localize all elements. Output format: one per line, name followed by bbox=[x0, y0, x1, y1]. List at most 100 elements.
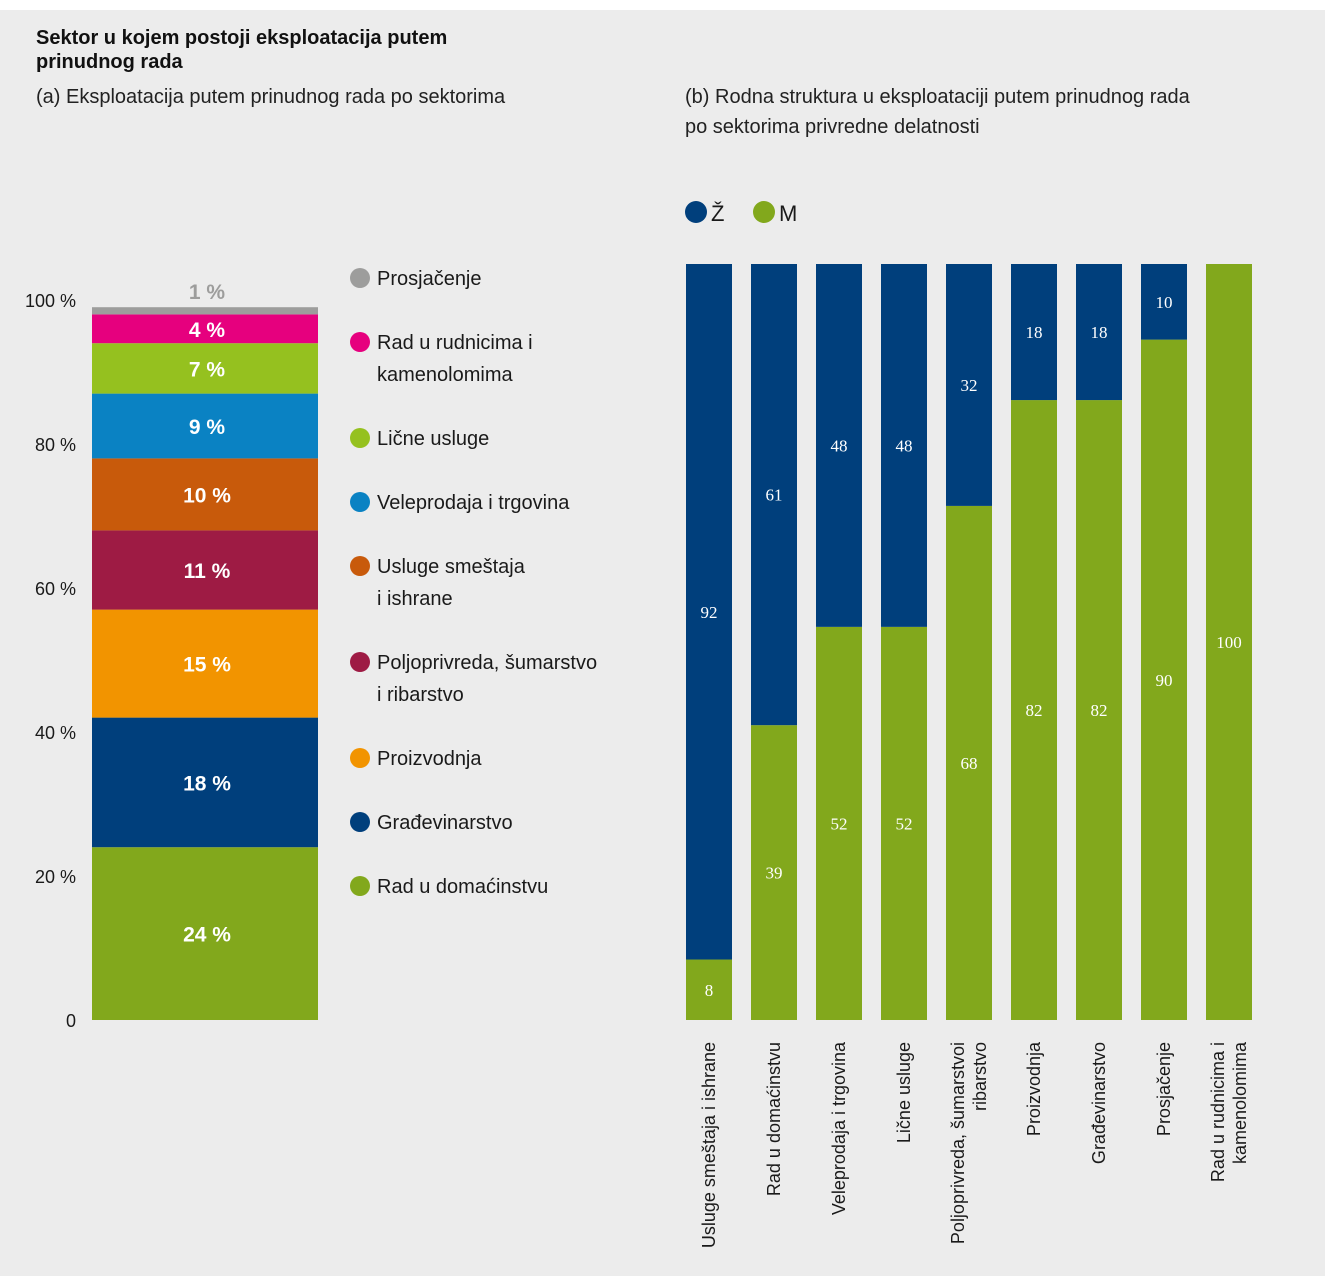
chart-b-bar-f-label: 18 bbox=[1091, 323, 1108, 342]
chart-svg: Sektor u kojem postoji eksploatacija put… bbox=[25, 27, 1252, 1248]
chart-b-bar-f-label: 10 bbox=[1156, 293, 1173, 312]
chart-b-category-label: Proizvodnja bbox=[1024, 1041, 1044, 1136]
chart-b-subtitle-line1: (b) Rodna struktura u eksploataciji pute… bbox=[685, 86, 1191, 108]
chart-b-bar-f-label: 61 bbox=[766, 486, 783, 505]
chart-a-segment-label: 15 % bbox=[183, 654, 231, 677]
chart-title-line2: prinudnog rada bbox=[36, 51, 184, 73]
chart-a-segment-label: 24 % bbox=[183, 924, 231, 947]
chart-b-bar-m bbox=[1206, 264, 1252, 1020]
chart-a-subtitle: (a) Eksploatacija putem prinudnog rada p… bbox=[36, 86, 506, 108]
chart-a-segment-gradjevinarstvo bbox=[92, 717, 318, 848]
chart-a-legend-swatch bbox=[350, 268, 370, 288]
chart-a-segment-usluge-smestaja-i-ishrane bbox=[92, 458, 318, 531]
chart-b-bar-m-label: 39 bbox=[766, 864, 783, 883]
chart-b-category-label: ribarstvo bbox=[970, 1042, 990, 1111]
chart-b-category-label: Usluge smeštaja i ishrane bbox=[699, 1042, 719, 1248]
chart-b-bar-m bbox=[751, 725, 797, 1020]
chart-b-category-label: Rad u rudnicima i bbox=[1208, 1042, 1228, 1182]
chart-a-y-tick-label: 20 % bbox=[35, 867, 76, 887]
chart-a-group: 0 20 % 40 % 60 % 80 % 100 % 24 % 18 % 15 % 11 % 10… bbox=[25, 268, 597, 1031]
chart-a-segment-label: 4 % bbox=[189, 319, 226, 342]
chart-a-legend-label: Proizvodnja bbox=[377, 748, 482, 770]
chart-b-bar-m bbox=[1011, 400, 1057, 1021]
chart-a-legend-label: Lične usluge bbox=[377, 428, 489, 450]
chart-a-legend-label: Rad u rudnicima i bbox=[377, 332, 533, 354]
chart-b-bar-m-label: 82 bbox=[1026, 701, 1043, 720]
chart-a-legend-label: Rad u domaćinstvu bbox=[377, 876, 548, 898]
chart-a-legend-label: i ishrane bbox=[377, 588, 453, 610]
chart-b-category-label: Građevinarstvo bbox=[1089, 1042, 1109, 1164]
chart-a-legend-swatch bbox=[350, 428, 370, 448]
chart-b-bar-f bbox=[686, 264, 732, 960]
chart-b-category-label: kamenolomima bbox=[1230, 1041, 1250, 1164]
chart-b-bar-f-label: 92 bbox=[701, 603, 718, 622]
chart-b-bar-f bbox=[881, 264, 927, 627]
chart-a-segment-label: 1 % bbox=[189, 281, 226, 304]
chart-a-y-tick-label: 0 bbox=[66, 1011, 76, 1031]
chart-a-segment-label: 11 % bbox=[184, 560, 231, 583]
chart-b-bar-m-label: 82 bbox=[1091, 701, 1108, 720]
chart-b-bar-m bbox=[946, 505, 992, 1020]
chart-a-segment-veleprodaja-i-trgovina bbox=[92, 393, 318, 459]
chart-b-legend-label: Ž bbox=[711, 201, 724, 226]
chart-b-bar-m bbox=[816, 626, 862, 1020]
chart-b-bar-f bbox=[1076, 264, 1122, 401]
chart-a-segment-label: 18 % bbox=[183, 772, 231, 795]
chart-a-legend-swatch bbox=[350, 332, 370, 352]
chart-a-legend-label: Prosjačenje bbox=[377, 268, 482, 290]
chart-a-legend-label: Građevinarstvo bbox=[377, 812, 513, 834]
chart-b-bar-f bbox=[1141, 264, 1187, 340]
chart-b-bar-f bbox=[751, 264, 797, 726]
chart-b-bar-m-label: 8 bbox=[705, 981, 714, 1000]
chart-b-bar-f bbox=[946, 264, 992, 506]
chart-b-bar-m bbox=[881, 626, 927, 1020]
chart-b-bar-m-label: 100 bbox=[1216, 633, 1242, 652]
chart-a-legend-label: i ribarstvo bbox=[377, 684, 464, 706]
chart-b-legend-swatch bbox=[753, 201, 775, 223]
chart-b-group: Ž M 8 92 Usluge smeštaja i ishrane 39 61 Rad u … bbox=[685, 201, 1252, 1248]
chart-a-legend-label: Poljoprivreda, šumarstvo bbox=[377, 652, 597, 674]
chart-a-segment-rad-u-domacinstvu bbox=[92, 847, 318, 1020]
chart-a-legend-swatch bbox=[350, 748, 370, 768]
chart-title-line1: Sektor u kojem postoji eksploatacija put… bbox=[36, 27, 447, 49]
chart-b-bar-m bbox=[1141, 339, 1187, 1021]
chart-b-bar-m-label: 68 bbox=[961, 754, 978, 773]
chart-a-legend-swatch bbox=[350, 492, 370, 512]
chart-b-bar-f bbox=[816, 264, 862, 627]
chart-b-bar-f bbox=[1011, 264, 1057, 401]
chart-a-legend-swatch bbox=[350, 876, 370, 896]
chart-a-legend-label: kamenolomima bbox=[377, 364, 513, 386]
chart-b-bar-f-label: 48 bbox=[831, 436, 848, 455]
chart-b-bar-m-label: 52 bbox=[896, 814, 913, 833]
chart-a-segment-label: 10 % bbox=[183, 484, 231, 507]
chart-b-legend-label: M bbox=[779, 201, 797, 226]
chart-a-y-tick-label: 40 % bbox=[35, 723, 76, 743]
chart-b-bar-m bbox=[686, 959, 732, 1020]
chart-a-legend-swatch bbox=[350, 556, 370, 576]
chart-b-bar-m-label: 90 bbox=[1156, 671, 1173, 690]
chart-a-segment-poljoprivreda-sumarstvo-i-ribarstvo bbox=[92, 530, 318, 610]
chart-a-y-tick-label: 80 % bbox=[35, 435, 76, 455]
chart-b-category-label: Veleprodaja i trgovina bbox=[829, 1041, 849, 1215]
chart-b-category-label: Rad u domaćinstvu bbox=[764, 1042, 784, 1196]
chart-b-category-label: Poljoprivreda, šumarstvoi bbox=[948, 1042, 968, 1244]
chart-b-category-label: Lične usluge bbox=[894, 1042, 914, 1143]
chart-b-legend-swatch bbox=[685, 201, 707, 223]
chart-a-y-tick-label: 60 % bbox=[35, 579, 76, 599]
chart-b-bar-f-label: 48 bbox=[896, 436, 913, 455]
chart-a-segment-label: 9 % bbox=[189, 416, 226, 439]
chart-a-legend-swatch bbox=[350, 812, 370, 832]
chart-a-segment-prosjacenje bbox=[92, 307, 318, 315]
chart-b-category-label: Prosjačenje bbox=[1154, 1042, 1174, 1136]
chart-b-bar-f-label: 18 bbox=[1026, 323, 1043, 342]
chart-a-legend-label: Usluge smeštaja bbox=[377, 556, 526, 578]
chart-a-y-tick-label: 100 % bbox=[25, 291, 76, 311]
chart-b-bar-m bbox=[1076, 400, 1122, 1021]
chart-b-subtitle-line2: po sektorima privredne delatnosti bbox=[685, 116, 980, 138]
chart-a-segment-rad-u-rudnicima-i-kamenolomima bbox=[92, 314, 318, 344]
chart-canvas: Sektor u kojem postoji eksploatacija put… bbox=[0, 10, 1325, 1276]
chart-a-legend-label: Veleprodaja i trgovina bbox=[377, 492, 570, 514]
chart-b-bar-f-label: 32 bbox=[961, 376, 978, 395]
chart-a-segment-licne-usluge bbox=[92, 343, 318, 394]
chart-b-bar-m-label: 52 bbox=[831, 814, 848, 833]
